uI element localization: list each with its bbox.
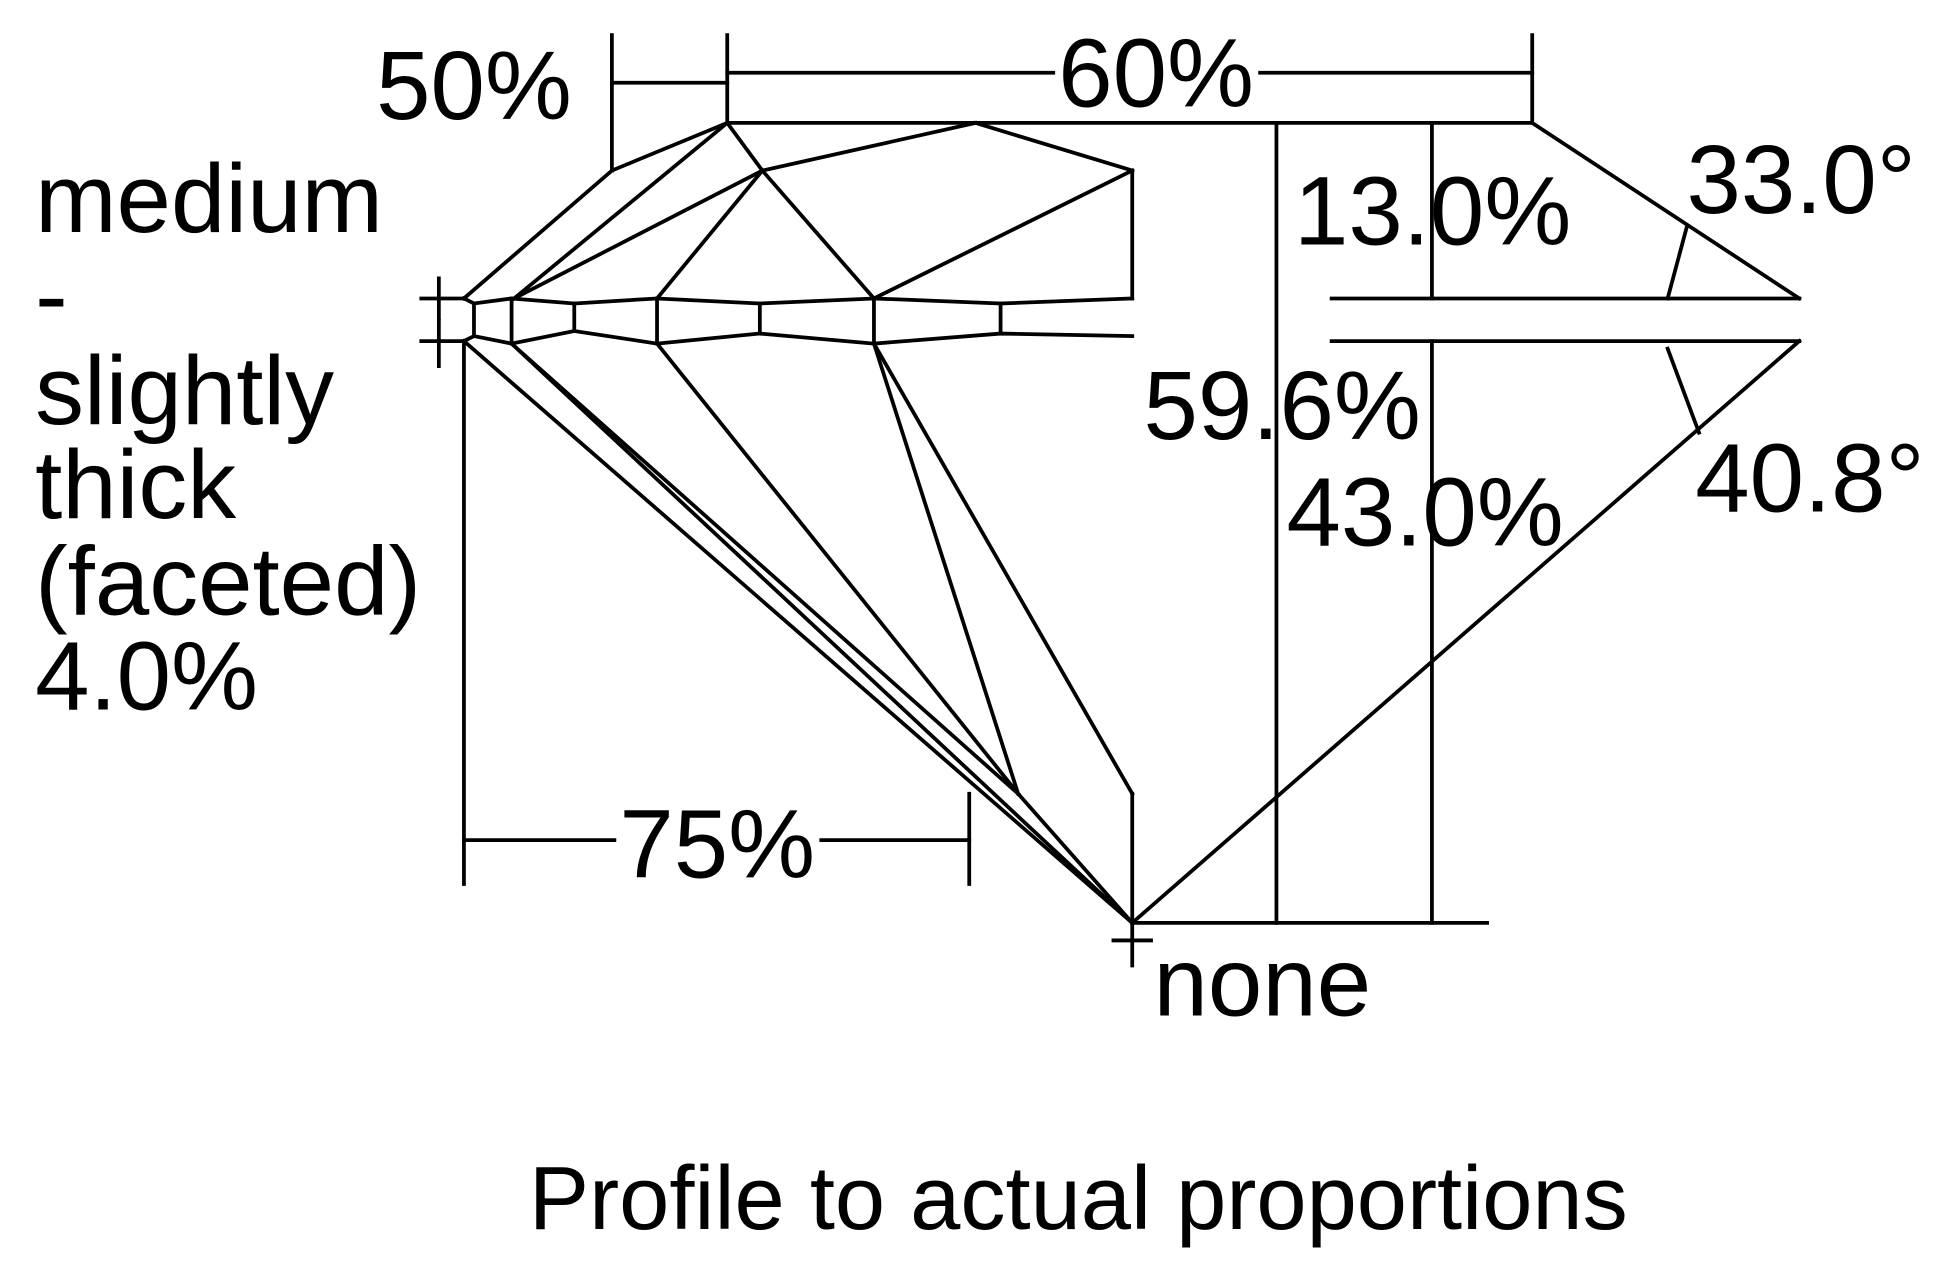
star-length-label: 50% bbox=[376, 30, 572, 140]
crown-angle-label: 33.0° bbox=[1686, 124, 1915, 234]
pavilion-outline bbox=[461, 338, 1802, 926]
lower-half-label: 75% bbox=[619, 789, 815, 899]
girdle bbox=[461, 295, 1802, 346]
crown-height-label: 13.0% bbox=[1294, 156, 1571, 266]
pavilion-depth-label: 43.0% bbox=[1286, 456, 1563, 566]
pavilion-angle-label: 40.8° bbox=[1695, 423, 1924, 533]
girdle-description: medium - slightly thick (faceted) 4.0% bbox=[35, 143, 421, 731]
girdle-line: 4.0% bbox=[35, 621, 258, 731]
crown-outline bbox=[461, 120, 1802, 302]
culet-label: none bbox=[1154, 927, 1372, 1037]
girdle-line: medium bbox=[35, 143, 383, 253]
girdle-line: (faceted) bbox=[35, 525, 421, 635]
girdle-line: - bbox=[35, 240, 68, 350]
girdle-line: slightly bbox=[35, 335, 334, 445]
crosshair-marks bbox=[419, 276, 1153, 968]
girdle-line: thick bbox=[35, 429, 237, 539]
diagram-title: Profile to actual proportions bbox=[529, 1148, 1628, 1249]
total-depth-label: 59.6% bbox=[1144, 350, 1421, 460]
table-label: 60% bbox=[1058, 18, 1254, 128]
dimension-lines bbox=[462, 33, 1702, 925]
